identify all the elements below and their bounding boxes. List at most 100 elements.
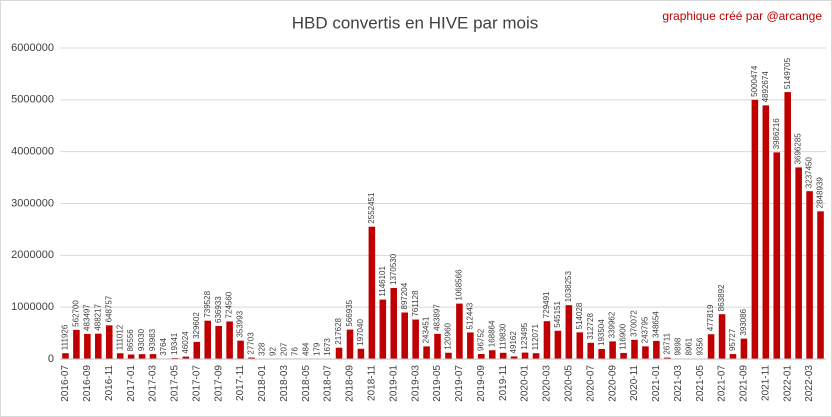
x-tick-label: 2017-09 [213, 365, 224, 402]
data-label: 76 [290, 347, 299, 356]
x-tick-label: 2020-03 [542, 365, 553, 402]
data-label: 120960 [444, 322, 453, 349]
x-tick-label: 2019-07 [454, 365, 465, 402]
bar [762, 105, 770, 360]
data-label: 761128 [411, 290, 420, 317]
data-label: 566935 [345, 299, 354, 326]
bar [204, 320, 212, 359]
data-label: 5000474 [750, 65, 759, 97]
x-tick-label: 2016-07 [60, 365, 71, 402]
bar [740, 338, 748, 359]
data-label: 95727 [728, 328, 737, 351]
bar [434, 333, 441, 359]
data-label: 1370530 [389, 253, 398, 285]
data-label: 739528 [203, 290, 212, 317]
bar [576, 332, 584, 359]
y-tick-label: 6000000 [11, 42, 54, 54]
bar [653, 340, 660, 359]
x-tick-label: 2020-05 [563, 365, 574, 402]
data-label: 4892674 [761, 71, 770, 103]
data-label: 636933 [214, 296, 223, 323]
data-label: 648757 [104, 295, 113, 322]
bar [248, 357, 255, 359]
bar [116, 353, 124, 359]
x-tick-label: 2018-07 [323, 365, 334, 402]
data-label: 119830 [498, 323, 507, 350]
data-label: 328 [258, 342, 267, 356]
data-label: 112071 [531, 324, 540, 351]
bar [784, 92, 791, 360]
bar [346, 329, 354, 359]
data-label: 1038253 [564, 270, 573, 302]
data-label: 9898 [673, 337, 682, 355]
y-tick-label: 0 [48, 353, 54, 365]
bar [62, 353, 69, 359]
x-tick-label: 2018-03 [279, 365, 290, 402]
x-tick-label: 2017-01 [126, 365, 137, 402]
data-label: 2848939 [816, 177, 825, 209]
x-tick-label: 2018-05 [301, 365, 312, 402]
data-label: 2552451 [367, 192, 376, 224]
data-label: 729491 [542, 291, 551, 318]
bar [95, 333, 102, 359]
x-tick-label: 2020-11 [629, 365, 640, 401]
data-label: 329602 [192, 312, 201, 339]
bar [554, 330, 562, 359]
x-tick-label: 2019-09 [476, 365, 487, 402]
data-label: 168864 [487, 320, 496, 347]
data-label: 46024 [181, 331, 190, 354]
data-label: 477819 [706, 304, 715, 331]
data-label: 512443 [465, 302, 474, 329]
bar [215, 325, 222, 359]
data-label: 3696285 [794, 133, 803, 165]
data-label: 96752 [476, 328, 485, 351]
data-label: 92 [268, 347, 277, 356]
bar [499, 352, 507, 359]
data-label: 5149705 [783, 57, 792, 89]
bar [401, 312, 408, 359]
x-tick-label: 2021-01 [651, 365, 662, 402]
data-label: 193504 [597, 319, 606, 346]
bar [423, 346, 430, 359]
x-tick-label: 2017-05 [170, 365, 181, 402]
annotation: graphique créé par @arcange [662, 9, 822, 23]
bar [105, 325, 113, 359]
data-label: 19341 [170, 332, 179, 355]
data-label: 897204 [400, 282, 409, 309]
x-tick-label: 2019-05 [432, 365, 443, 402]
data-label: 393086 [739, 308, 748, 335]
bar [478, 353, 485, 359]
data-label: 9356 [695, 337, 704, 355]
x-tick-label: 2021-11 [760, 365, 771, 401]
bar [751, 99, 759, 359]
data-label: 86556 [126, 329, 135, 352]
bar [182, 356, 190, 359]
bar [620, 352, 627, 359]
x-tick-label: 2019-11 [498, 365, 509, 401]
data-label: 123495 [520, 322, 529, 349]
x-tick-label: 2018-01 [257, 365, 268, 402]
bar [456, 303, 463, 359]
x-tick-label: 2020-09 [607, 365, 618, 402]
bar [543, 321, 551, 359]
data-label: 217628 [334, 317, 343, 344]
bar [642, 346, 649, 359]
bar [707, 334, 715, 359]
y-tick-label: 3000000 [11, 197, 54, 209]
data-label: 243795 [641, 316, 650, 343]
data-label: 312728 [586, 313, 595, 340]
y-tick-label: 4000000 [11, 146, 54, 158]
x-tick-label: 2021-05 [695, 365, 706, 402]
bar [631, 339, 638, 359]
x-tick-label: 2020-07 [585, 365, 596, 402]
bar [368, 226, 376, 359]
bar [795, 167, 802, 359]
x-tick-label: 2016-09 [82, 365, 93, 402]
bar [149, 354, 157, 359]
x-tick-label: 2020-01 [520, 365, 531, 402]
bar [171, 357, 179, 359]
data-label: 484 [301, 342, 310, 356]
bar [664, 357, 671, 359]
x-tick-label: 2021-07 [717, 365, 728, 402]
